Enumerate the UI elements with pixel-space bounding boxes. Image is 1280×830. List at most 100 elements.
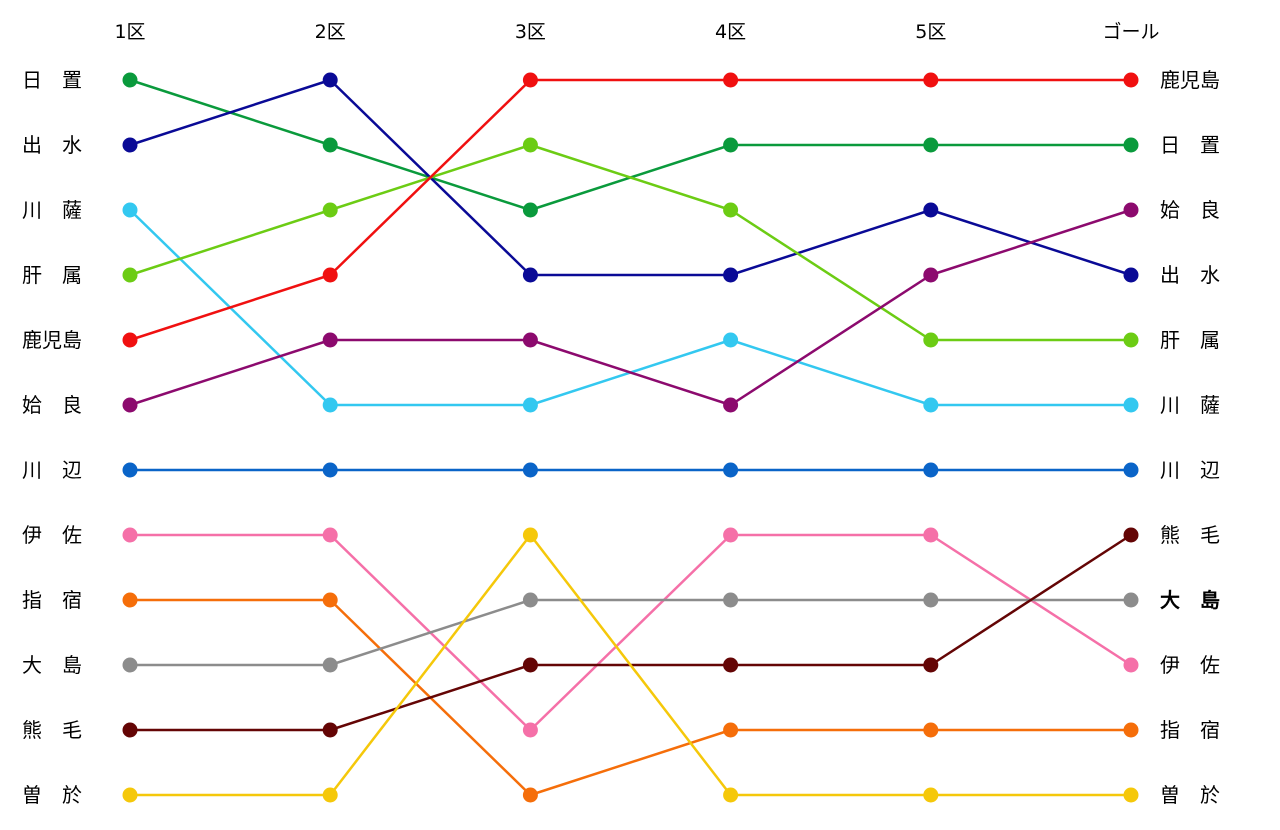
series-point [723, 137, 739, 153]
series-point [122, 592, 138, 608]
series-point [923, 202, 939, 218]
series-point [522, 72, 538, 88]
series-point [122, 657, 138, 673]
start-rank-label: 指 宿 [22, 588, 82, 612]
series-point [522, 397, 538, 413]
series-point [923, 657, 939, 673]
series-point [122, 722, 138, 738]
series-point [322, 202, 338, 218]
series-point [923, 397, 939, 413]
stage-header: 4区 [715, 21, 746, 43]
final-rank-label: 指 宿 [1160, 718, 1220, 742]
series-line [130, 598, 1131, 667]
series-point [723, 462, 739, 478]
start-rank-label: 出 水 [22, 133, 82, 157]
series-point [322, 137, 338, 153]
stage-header: 2区 [315, 21, 346, 43]
series-point [1123, 657, 1139, 673]
final-rank-label: 川 辺 [1160, 458, 1220, 482]
series-point [723, 332, 739, 348]
series-point [322, 657, 338, 673]
series-point [723, 267, 739, 283]
series-point [923, 592, 939, 608]
final-rank-label: 熊 毛 [1160, 523, 1220, 547]
series-point [723, 202, 739, 218]
series-point [723, 657, 739, 673]
final-rank-label: 出 水 [1160, 263, 1220, 287]
series-point [322, 527, 338, 543]
final-rank-label: 曽 於 [1160, 783, 1220, 807]
series-point [322, 267, 338, 283]
series-point [1123, 722, 1139, 738]
series-point [723, 72, 739, 88]
stage-header: 3区 [515, 21, 546, 43]
start-rank-label: 熊 毛 [22, 718, 82, 742]
series-lines [129, 78, 1132, 797]
start-rank-label: 大 島 [22, 653, 82, 677]
series-point [322, 72, 338, 88]
series-point [1123, 397, 1139, 413]
series-line [130, 598, 1131, 797]
series-line [129, 78, 1131, 212]
stage-header: 5区 [915, 21, 946, 43]
start-rank-label: 姶 良 [22, 393, 82, 417]
series-point [923, 332, 939, 348]
series-point [723, 592, 739, 608]
series-point [122, 137, 138, 153]
series-point [122, 72, 138, 88]
series-point [522, 592, 538, 608]
stage-headers: 1区 2区 3区 4区 5区 ゴール [114, 21, 1159, 43]
series-line [129, 78, 1132, 277]
series-point [723, 787, 739, 803]
series-point [923, 267, 939, 283]
series-point [923, 527, 939, 543]
series-point [1123, 462, 1139, 478]
start-rank-label: 川 辺 [22, 458, 82, 482]
series-point [723, 397, 739, 413]
final-rank-label: 日 置 [1160, 133, 1220, 157]
series-point [1123, 72, 1139, 88]
series-point [322, 397, 338, 413]
series-point [1123, 267, 1139, 283]
series-point [522, 202, 538, 218]
series-point [923, 137, 939, 153]
series-point [522, 332, 538, 348]
final-rank-label: 姶 良 [1160, 198, 1220, 222]
start-rank-label: 肝 属 [22, 263, 82, 287]
final-rank-label: 伊 佐 [1160, 653, 1220, 677]
final-rank-label: 大 島 [1160, 588, 1220, 612]
series-point [1123, 332, 1139, 348]
series-point [1123, 137, 1139, 153]
series-point [322, 462, 338, 478]
series-point [322, 592, 338, 608]
series-line [130, 533, 1132, 732]
series-point [122, 787, 138, 803]
series-line [129, 143, 1131, 342]
final-rank-label: 肝 属 [1160, 328, 1220, 352]
series-line [130, 533, 1131, 797]
start-rank-label: 鹿児島 [22, 328, 82, 352]
start-rank-label: 川 薩 [22, 198, 82, 222]
series-point [522, 137, 538, 153]
start-rank-label: 伊 佐 [22, 523, 82, 547]
start-rank-label: 曽 於 [22, 783, 82, 807]
series-point [322, 722, 338, 738]
series-line [129, 208, 1132, 407]
series-point [1123, 202, 1139, 218]
series-point [522, 722, 538, 738]
stage-header: 1区 [114, 21, 145, 43]
series-point [122, 397, 138, 413]
series-points [122, 72, 1139, 803]
series-point [522, 657, 538, 673]
series-point [122, 462, 138, 478]
series-point [923, 462, 939, 478]
series-point [322, 787, 338, 803]
series-point [522, 267, 538, 283]
series-point [322, 332, 338, 348]
series-point [723, 722, 739, 738]
series-point [522, 527, 538, 543]
